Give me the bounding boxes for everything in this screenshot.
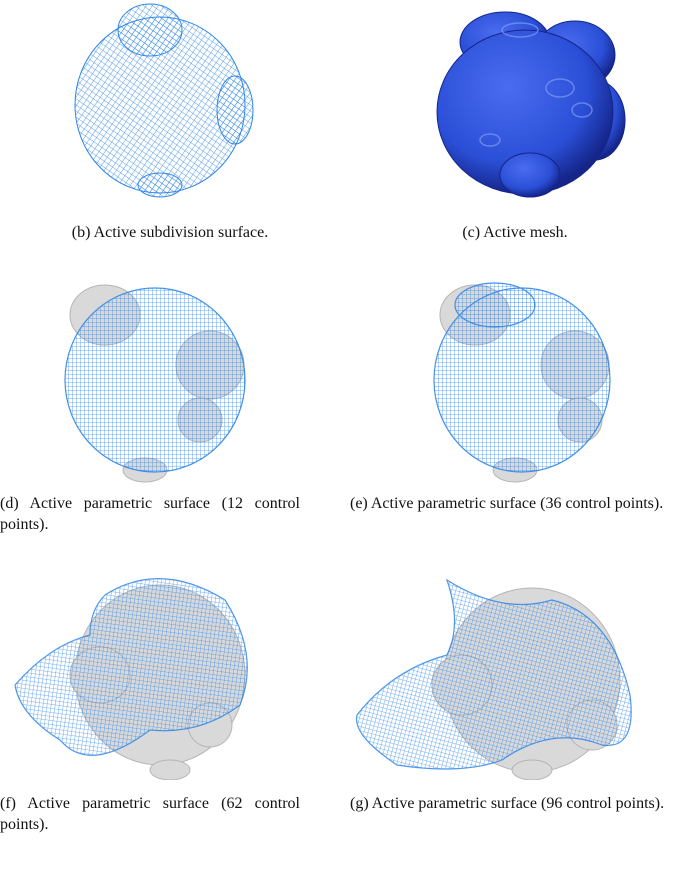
caption-g: (g) Active parametric surface (96 contro…	[350, 795, 665, 812]
caption-c: (c) Active mesh.	[462, 224, 568, 241]
parametric-surface-62-figure	[14, 578, 248, 780]
parametric-surface-96-figure	[355, 578, 632, 780]
caption-b: (b) Active subdivision surface.	[71, 224, 269, 241]
subdivision-surface-figure	[74, 3, 254, 198]
parametric-surface-36-figure	[433, 282, 611, 483]
caption-d: (d) Active parametric surface (12 contro…	[0, 495, 300, 533]
caption-f: (f) Active parametric surface (62 contro…	[0, 795, 300, 833]
caption-e: (e) Active parametric surface (36 contro…	[350, 495, 664, 512]
parametric-surface-12-figure	[64, 284, 246, 483]
active-mesh-figure	[436, 11, 626, 198]
